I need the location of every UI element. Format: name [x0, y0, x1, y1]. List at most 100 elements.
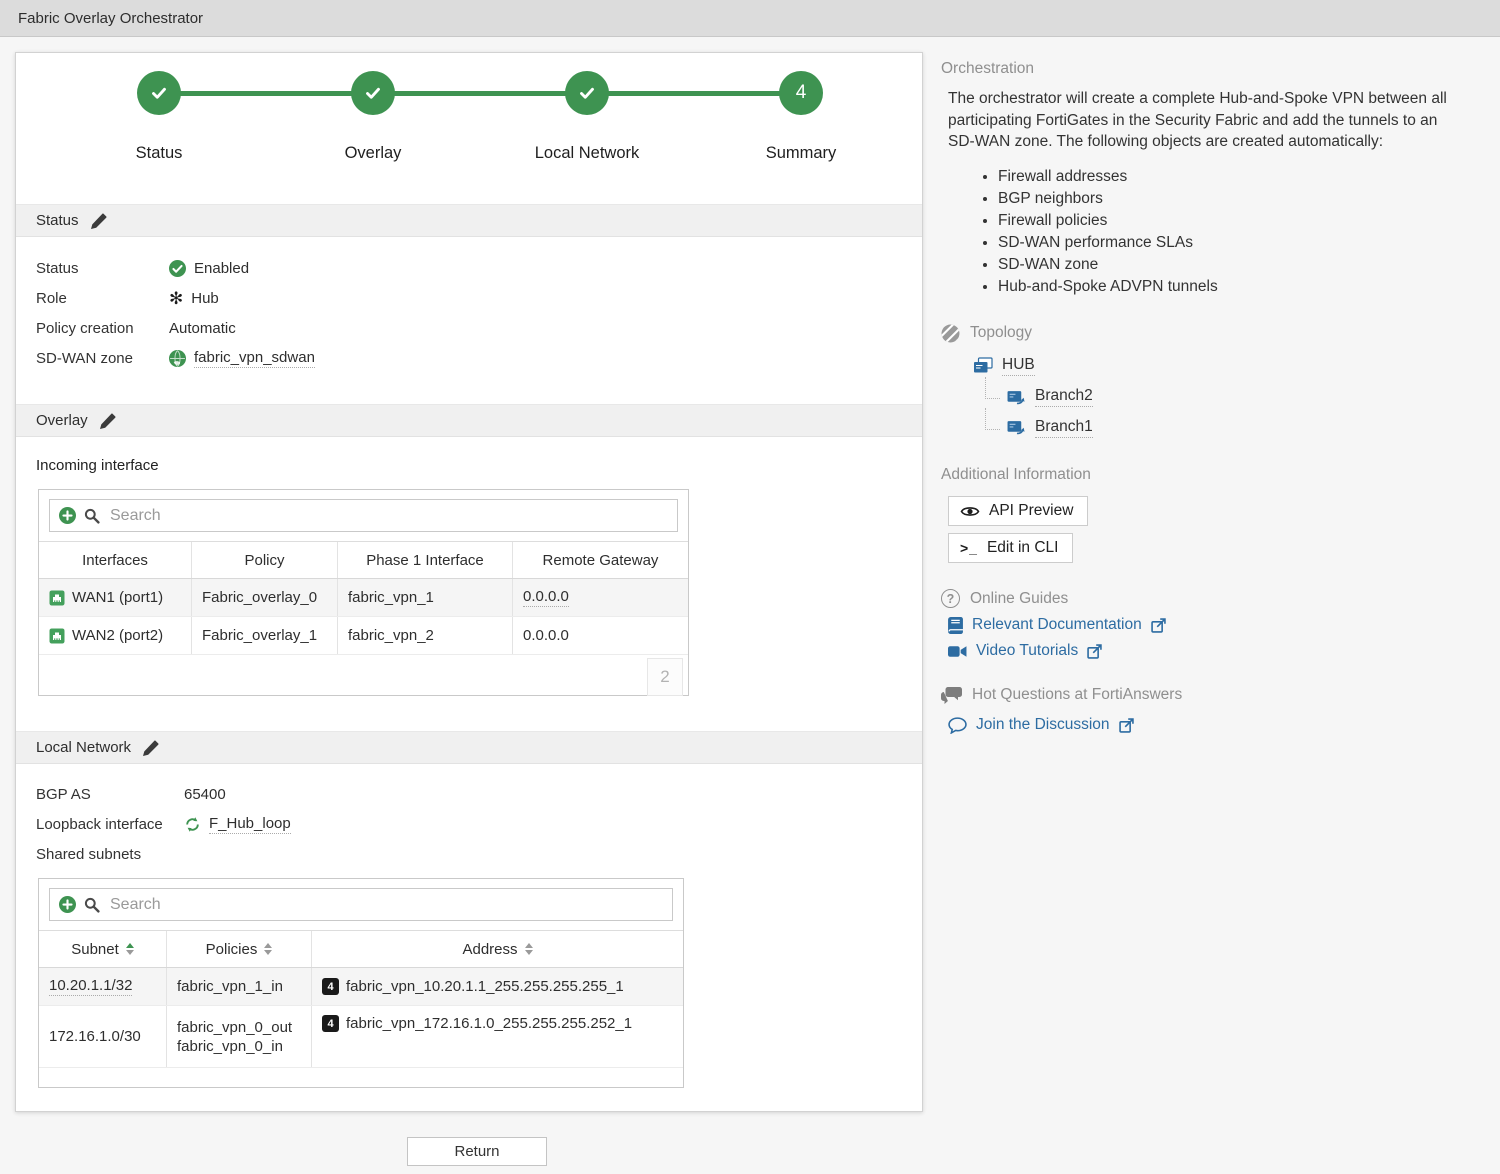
field-label: Policy creation — [36, 319, 134, 337]
video-tutorials-link[interactable]: Video Tutorials — [948, 642, 1102, 660]
link-label: Join the Discussion — [976, 716, 1110, 733]
subnet-value[interactable]: 10.20.1.1/32 — [49, 977, 133, 996]
page-title: Fabric Overlay Orchestrator — [18, 9, 204, 27]
table-row[interactable]: WAN1 (port1) Fabric_overlay_0 fabric_vpn… — [39, 579, 688, 617]
overlay-search-field[interactable] — [108, 505, 668, 526]
row-count-badge: 2 — [647, 658, 683, 696]
column-header-remote-gateway[interactable]: Remote Gateway — [542, 551, 659, 569]
table-row[interactable]: 172.16.1.0/30 fabric_vpn_0_out fabric_vp… — [39, 1006, 683, 1068]
join-discussion-link[interactable]: Join the Discussion — [948, 716, 1134, 734]
search-input[interactable] — [49, 888, 673, 921]
column-header-address[interactable]: Address — [312, 931, 683, 967]
sort-icon — [524, 943, 533, 955]
policy-creation-value: Automatic — [169, 319, 236, 337]
additional-information-heading: Additional Information — [941, 466, 1091, 483]
column-header-subnet[interactable]: Subnet — [39, 931, 167, 967]
overlay-section-title: Overlay — [36, 412, 88, 429]
column-header-interfaces[interactable]: Interfaces — [39, 542, 192, 578]
step-number-badge: 4 — [779, 71, 823, 115]
policy-name: fabric_vpn_0_in — [177, 1037, 283, 1055]
topology-heading-label: Topology — [970, 324, 1033, 341]
sort-icon — [125, 943, 134, 955]
wizard-step-label: Status — [135, 144, 183, 162]
column-header-policies[interactable]: Policies — [167, 931, 312, 967]
column-header-label: Address — [462, 940, 518, 958]
link-label: Relevant Documentation — [972, 616, 1142, 633]
edit-in-cli-label: Edit in CLI — [986, 539, 1059, 556]
fortigate-branch-icon — [1007, 420, 1026, 435]
field-row-loopback: Loopback interface F_Hub_loop — [36, 809, 291, 839]
interface-name: WAN2 (port2) — [72, 627, 164, 644]
topology-node-hub[interactable]: HUB — [973, 356, 1035, 376]
fortigate-branch-icon — [1007, 390, 1026, 405]
list-item: Firewall policies — [998, 210, 1493, 232]
external-link-icon — [1087, 643, 1102, 659]
relevant-documentation-link[interactable]: Relevant Documentation — [948, 616, 1166, 634]
link-label: Video Tutorials — [976, 642, 1079, 659]
ethernet-port-icon — [49, 590, 65, 606]
field-label: Loopback interface — [36, 815, 163, 833]
wizard-step-summary[interactable]: 4 Summary — [694, 53, 908, 163]
phase1-name: fabric_vpn_1 — [348, 589, 434, 606]
policy-name: Fabric_overlay_1 — [202, 627, 318, 644]
search-input[interactable] — [49, 499, 678, 532]
wizard-step-status[interactable]: Status — [52, 53, 266, 163]
topology-tree: HUB Branch2 Branch1 — [973, 356, 1493, 441]
field-row-shared-subnets: Shared subnets — [36, 839, 291, 869]
field-row-bgp-as: BGP AS 65400 — [36, 779, 291, 809]
wizard-step-overlay[interactable]: Overlay — [266, 53, 480, 163]
status-fields: Status Enabled Role ✻ Hub Policy creatio… — [36, 253, 315, 373]
interface-name: WAN1 (port1) — [72, 589, 164, 606]
policy-name: fabric_vpn_1_in — [177, 978, 283, 995]
topology-node-branch1[interactable]: Branch1 — [985, 407, 1493, 441]
ethernet-port-icon — [49, 628, 65, 644]
edit-overlay-icon[interactable] — [99, 412, 116, 429]
wizard-step-local-network[interactable]: Local Network — [480, 53, 694, 163]
api-preview-button[interactable]: API Preview — [948, 496, 1089, 526]
add-icon[interactable] — [59, 507, 76, 524]
status-section-header: Status — [16, 204, 922, 237]
return-button[interactable]: Return — [407, 1137, 547, 1166]
field-row-policy-creation: Policy creation Automatic — [36, 313, 315, 343]
check-circle-icon — [137, 71, 181, 115]
orchestration-heading: Orchestration — [941, 60, 1035, 77]
local-network-section-title: Local Network — [36, 739, 132, 756]
phase1-name: fabric_vpn_2 — [348, 627, 434, 644]
hot-questions-heading: Hot Questions at FortiAnswers — [941, 686, 1493, 704]
topology-node-branch2[interactable]: Branch2 — [985, 377, 1493, 410]
table-row[interactable]: WAN2 (port2) Fabric_overlay_1 fabric_vpn… — [39, 617, 688, 655]
edit-status-icon[interactable] — [90, 212, 107, 229]
list-item: Hub-and-Spoke ADVPN tunnels — [998, 276, 1493, 298]
external-link-icon — [1118, 717, 1134, 733]
status-section-title: Status — [36, 212, 79, 229]
help-sidebar: Orchestration The orchestrator will crea… — [941, 60, 1493, 734]
question-circle-icon: ? — [941, 589, 960, 608]
remote-gateway-value[interactable]: 0.0.0.0 — [523, 588, 569, 607]
column-header-policy[interactable]: Policy — [192, 542, 338, 578]
field-label: SD-WAN zone — [36, 349, 133, 367]
edit-local-network-icon[interactable] — [143, 739, 159, 756]
online-guides-heading: ? Online Guides — [941, 589, 1493, 608]
book-icon — [948, 616, 963, 634]
column-header-phase1[interactable]: Phase 1 Interface — [338, 542, 513, 578]
search-icon — [84, 897, 100, 913]
address-object-name: fabric_vpn_10.20.1.1_255.255.255.255_1 — [346, 978, 624, 995]
wizard-steps: Status Overlay Local Network 4 Summary — [16, 53, 922, 204]
topology-node-label: Branch1 — [1035, 418, 1093, 438]
ipv4-address-icon: 4 — [322, 978, 339, 995]
remote-gateway-value: 0.0.0.0 — [523, 627, 569, 644]
loopback-value[interactable]: F_Hub_loop — [209, 814, 291, 834]
sdwan-zone-value[interactable]: fabric_vpn_sdwan — [194, 348, 315, 368]
wizard-connector-line — [159, 91, 801, 96]
external-link-icon — [1151, 617, 1166, 633]
overlay-section-header: Overlay — [16, 404, 922, 437]
table-row[interactable]: 10.20.1.1/32 fabric_vpn_1_in 4 fabric_vp… — [39, 968, 683, 1006]
hub-icon: ✻ — [169, 288, 184, 308]
topology-heading: Topology — [941, 324, 1493, 343]
edit-in-cli-button[interactable]: >_ Edit in CLI — [948, 533, 1074, 563]
status-value: Enabled — [194, 259, 250, 277]
topology-node-label: Branch2 — [1035, 387, 1093, 407]
online-guides-label: Online Guides — [970, 589, 1069, 607]
add-icon[interactable] — [59, 896, 76, 913]
subnets-search-field[interactable] — [108, 894, 663, 915]
